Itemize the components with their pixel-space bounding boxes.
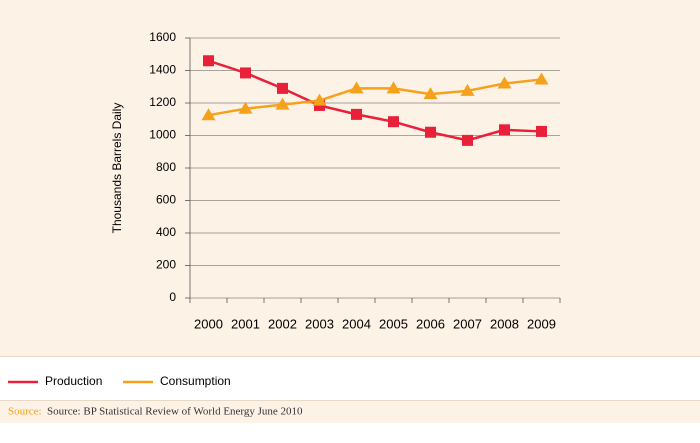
y-axis-label: Thousands Barrels Daily <box>110 103 124 234</box>
x-tick-label: 2008 <box>490 316 519 331</box>
marker <box>388 116 399 128</box>
data-line <box>208 78 542 117</box>
y-tick-label: 1000 <box>149 128 176 142</box>
x-tick-label: 2009 <box>527 316 556 331</box>
marker <box>349 81 364 94</box>
x-tick-label: 2001 <box>231 316 260 331</box>
x-tick-label: 2000 <box>194 316 223 331</box>
x-tick-label: 2006 <box>416 316 445 331</box>
marker <box>203 55 214 67</box>
legend-label: Production <box>45 374 102 388</box>
marker <box>497 76 512 89</box>
x-tick-label: 2007 <box>453 316 482 331</box>
y-tick-label: 200 <box>156 258 176 272</box>
source-background <box>0 401 700 423</box>
x-tick-label: 2002 <box>268 316 297 331</box>
y-tick-label: 1400 <box>149 63 176 77</box>
y-tick-label: 1600 <box>149 30 176 44</box>
marker <box>312 93 327 106</box>
marker <box>423 87 438 100</box>
marker <box>499 124 510 136</box>
x-tick-label: 2004 <box>342 316 371 331</box>
marker <box>425 126 436 138</box>
marker <box>277 82 288 94</box>
marker <box>536 125 547 137</box>
marker <box>386 81 401 94</box>
y-tick-label: 0 <box>169 290 176 304</box>
source-label: Source: <box>8 406 42 418</box>
marker <box>238 101 253 114</box>
marker <box>351 108 362 120</box>
y-tick-label: 800 <box>156 160 176 174</box>
x-tick-label: 2003 <box>305 316 334 331</box>
data-line <box>208 59 542 142</box>
marker <box>460 83 475 96</box>
marker <box>240 67 251 79</box>
y-tick-label: 1200 <box>149 95 176 109</box>
legend-label: Consumption <box>160 374 231 388</box>
y-tick-label: 400 <box>156 225 176 239</box>
marker <box>201 108 216 121</box>
marker <box>275 97 290 110</box>
x-tick-label: 2005 <box>379 316 408 331</box>
plot-background <box>0 0 700 356</box>
source-text: Source: BP Statistical Review of World E… <box>47 406 303 418</box>
y-tick-label: 600 <box>156 193 176 207</box>
marker <box>534 72 549 85</box>
marker <box>462 134 473 146</box>
